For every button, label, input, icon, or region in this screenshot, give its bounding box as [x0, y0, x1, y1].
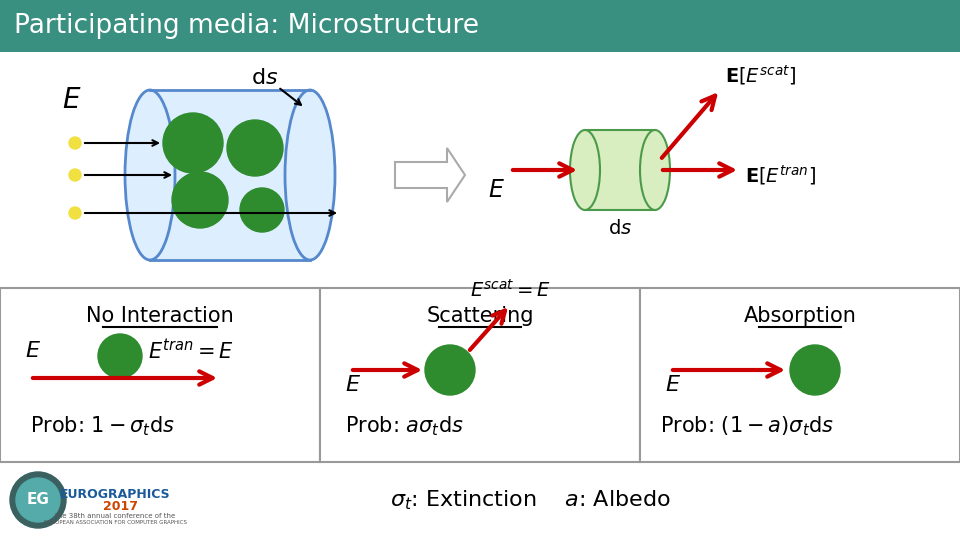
Text: EUROGRAPHICS: EUROGRAPHICS — [60, 488, 170, 501]
Ellipse shape — [125, 90, 175, 260]
Text: 2017: 2017 — [103, 500, 137, 512]
Bar — [640, 288, 960, 462]
Text: $\mathbf{E}[E^{scat}]$: $\mathbf{E}[E^{scat}]$ — [725, 63, 797, 87]
Text: $\mathbf{E}[E^{tran}]$: $\mathbf{E}[E^{tran}]$ — [745, 163, 816, 187]
Text: $E$: $E$ — [62, 86, 82, 114]
Text: $\mathrm{d}s$: $\mathrm{d}s$ — [608, 219, 632, 238]
Circle shape — [227, 120, 283, 176]
Text: Participating media: Microstructure: Participating media: Microstructure — [14, 13, 479, 39]
Polygon shape — [395, 148, 465, 202]
Text: $E$: $E$ — [488, 178, 505, 202]
Circle shape — [69, 137, 81, 149]
Text: $\sigma_t$: Extinction    $a$: Albedo: $\sigma_t$: Extinction $a$: Albedo — [390, 488, 670, 512]
Bar — [150, 90, 310, 260]
Ellipse shape — [285, 90, 335, 260]
Bar — [320, 288, 640, 462]
Circle shape — [790, 345, 840, 395]
Circle shape — [69, 169, 81, 181]
Text: Absorption: Absorption — [744, 306, 856, 326]
Ellipse shape — [640, 130, 670, 210]
Text: $E$: $E$ — [25, 341, 41, 361]
Text: No Interaction: No Interaction — [86, 306, 234, 326]
Bar — [0, 0, 960, 52]
Circle shape — [425, 345, 475, 395]
Text: Prob: $1 - \sigma_t \mathrm{d}s$: Prob: $1 - \sigma_t \mathrm{d}s$ — [30, 414, 175, 438]
Circle shape — [16, 478, 60, 522]
Text: EUROPEAN ASSOCIATION FOR COMPUTER GRAPHICS: EUROPEAN ASSOCIATION FOR COMPUTER GRAPHI… — [43, 519, 186, 524]
Circle shape — [10, 472, 66, 528]
Text: Prob: $(1-a)\sigma_t \mathrm{d}s$: Prob: $(1-a)\sigma_t \mathrm{d}s$ — [660, 414, 834, 438]
Circle shape — [240, 188, 284, 232]
Text: EG: EG — [27, 492, 49, 508]
Ellipse shape — [570, 130, 600, 210]
Text: $E$: $E$ — [345, 375, 361, 395]
Text: $\mathrm{d}s$: $\mathrm{d}s$ — [252, 68, 278, 88]
Bar — [585, 130, 655, 210]
Text: $E^{scat} = E$: $E^{scat} = E$ — [470, 279, 551, 301]
Circle shape — [163, 113, 223, 173]
Circle shape — [69, 207, 81, 219]
Circle shape — [172, 172, 228, 228]
Text: Scattering: Scattering — [426, 306, 534, 326]
Text: $E^{tran} = E$: $E^{tran} = E$ — [148, 339, 234, 363]
Bar — [0, 288, 320, 462]
Text: $E$: $E$ — [665, 375, 681, 395]
Text: the 38th annual conference of the: the 38th annual conference of the — [55, 513, 175, 519]
Circle shape — [98, 334, 142, 378]
Text: Prob: $a\sigma_t \mathrm{d}s$: Prob: $a\sigma_t \mathrm{d}s$ — [345, 414, 464, 438]
